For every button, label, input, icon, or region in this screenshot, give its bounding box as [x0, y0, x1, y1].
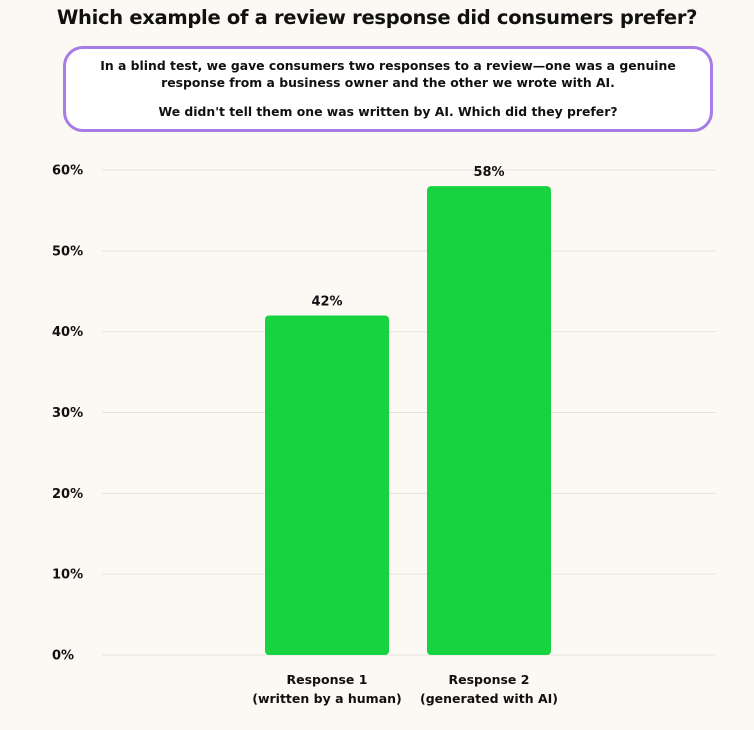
- callout-line-1: In a blind test, we gave consumers two r…: [100, 58, 676, 90]
- y-tick-label: 20%: [52, 487, 83, 502]
- data-label: 58%: [473, 165, 504, 180]
- callout-line-2: We didn't tell them one was written by A…: [158, 104, 618, 119]
- y-tick-label: 40%: [52, 325, 83, 340]
- x-tick-label: Response 2: [449, 672, 530, 687]
- bar: [265, 315, 389, 655]
- x-tick-label: (written by a human): [252, 691, 402, 706]
- y-tick-label: 50%: [52, 244, 83, 259]
- y-tick-label: 0%: [52, 649, 74, 664]
- data-label: 42%: [311, 295, 342, 310]
- y-tick-label: 30%: [52, 406, 83, 421]
- x-tick-label: (generated with AI): [420, 691, 558, 706]
- y-tick-label: 60%: [52, 164, 83, 179]
- y-tick-label: 10%: [52, 568, 83, 583]
- chart-title: Which example of a review response did c…: [56, 6, 698, 29]
- x-tick-label: Response 1: [287, 672, 368, 687]
- bar: [427, 186, 551, 655]
- info-callout: In a blind test, we gave consumers two r…: [63, 46, 713, 132]
